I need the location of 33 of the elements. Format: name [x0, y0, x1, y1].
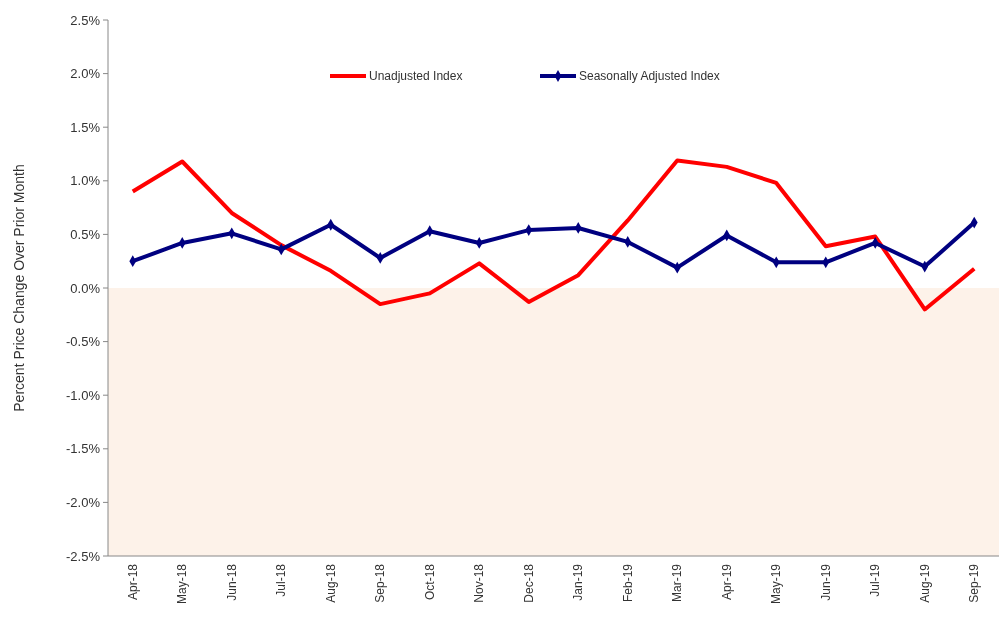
y-tick-label: 2.0% [70, 66, 101, 82]
y-tick-label: -0.5% [66, 334, 101, 350]
x-tick-label: Jun-18 [224, 563, 239, 601]
y-tick-label: 0.0% [70, 280, 101, 296]
x-tick-label: Jul-18 [274, 563, 289, 597]
x-tick-label: Feb-19 [620, 563, 635, 603]
x-tick-label: Dec-18 [521, 563, 536, 603]
x-tick-label: Nov-18 [472, 563, 487, 603]
y-tick-label: -1.5% [66, 441, 101, 457]
x-tick-label: Sep-19 [967, 563, 982, 603]
legend-label: Seasonally Adjusted Index [579, 69, 720, 84]
x-tick-label: May-19 [769, 563, 784, 605]
x-tick-label: Jun-19 [818, 563, 833, 601]
y-tick-label: 0.5% [70, 226, 101, 242]
line-series [130, 158, 977, 312]
x-tick-label: Sep-18 [373, 563, 388, 603]
x-tick-label: Mar-19 [670, 563, 685, 603]
x-tick-label: Apr-19 [719, 563, 734, 601]
x-tick-label: Oct-18 [422, 563, 437, 601]
x-tick-label: Apr-18 [125, 563, 140, 601]
y-tick-label: 1.0% [70, 173, 101, 189]
y-tick-label: -2.5% [66, 548, 101, 564]
y-tick-label: 1.5% [70, 119, 101, 135]
x-tick-label: May-18 [175, 563, 190, 605]
y-tick-label: -1.0% [66, 387, 101, 403]
legend-label: Unadjusted Index [369, 69, 463, 84]
x-tick-label: Aug-19 [917, 563, 932, 603]
y-axis-title: Percent Price Change Over Prior Month [11, 164, 27, 412]
x-tick-label: Aug-18 [323, 563, 338, 603]
x-tick-label: Jul-19 [868, 563, 883, 597]
y-tick-label: 2.5% [70, 12, 101, 28]
x-tick-label: Jan-19 [571, 563, 586, 601]
y-tick-label: -2.0% [66, 494, 101, 510]
